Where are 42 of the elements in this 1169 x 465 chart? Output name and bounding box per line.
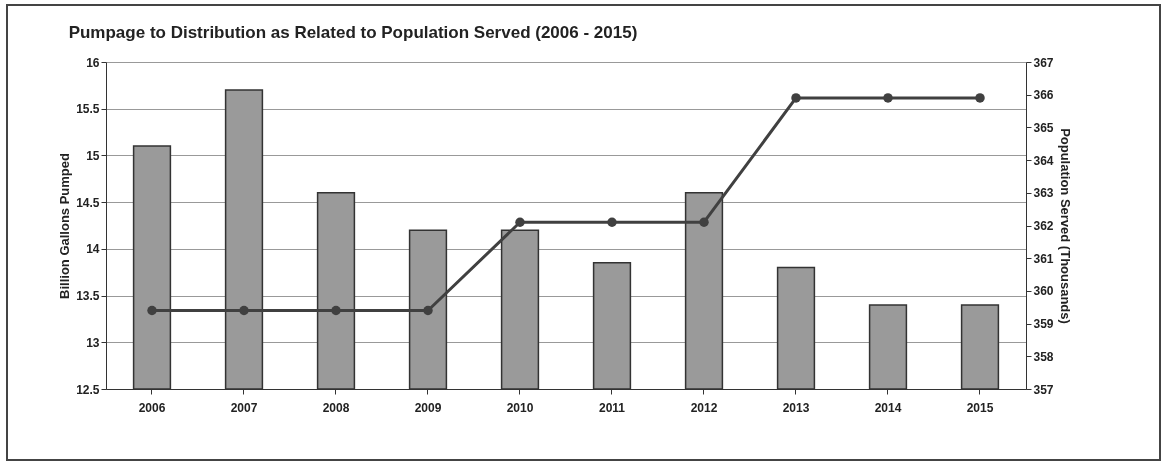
x-tick-label: 2015 (966, 400, 994, 415)
x-tick-label: 2014 (874, 400, 902, 415)
x-tick-label: 2006 (138, 400, 166, 415)
point (423, 305, 433, 316)
y2-tick-label: 366 (1033, 88, 1054, 103)
y2-tick-label: 359 (1033, 317, 1054, 332)
x-tick-label: 2009 (414, 400, 442, 415)
y-tick-label: 14 (86, 242, 100, 257)
point (699, 217, 709, 227)
y2-axis-title: Population Served (Thousands) (1057, 128, 1073, 324)
y-axis-title: Billion Gallons Pumped (57, 152, 73, 299)
point (515, 217, 525, 227)
x-tick-label: 2013 (782, 400, 810, 415)
y2-tick-label: 361 (1033, 251, 1054, 266)
y-tick-label: 15.5 (76, 102, 100, 117)
point (331, 305, 341, 316)
y-tick-label: 13.5 (76, 289, 100, 304)
y2-tick-label: 360 (1033, 284, 1054, 299)
point (147, 305, 157, 316)
point (791, 93, 801, 103)
y2-tick-label: 367 (1033, 55, 1054, 70)
y2-tick-label: 362 (1033, 219, 1054, 233)
y2-tick-label: 358 (1033, 349, 1054, 364)
x-tick-label: 2007 (230, 400, 258, 415)
y-tick-label: 15 (86, 148, 100, 163)
x-tick-label: 2010 (506, 400, 534, 415)
x-tick-label: 2011 (598, 400, 626, 415)
point (239, 305, 249, 316)
x-tick-label: 2012 (690, 400, 718, 415)
y-tick-label: 12.5 (76, 382, 100, 397)
y-tick-label: 16 (86, 55, 100, 70)
point (607, 217, 617, 227)
y2-tick-label: 364 (1033, 153, 1054, 168)
point (883, 93, 893, 103)
y2-tick-label: 357 (1033, 382, 1054, 397)
chart-title: Pumpage to Distribution as Related to Population Served (2006 - 2015) (68, 23, 638, 42)
y2-tick-label: 365 (1033, 120, 1054, 135)
y2-tick-label: 363 (1033, 186, 1054, 201)
x-tick-label: 2008 (322, 400, 350, 415)
y-tick-label: 13 (86, 335, 100, 350)
y-tick-label: 14.5 (76, 195, 100, 210)
point (975, 93, 985, 103)
